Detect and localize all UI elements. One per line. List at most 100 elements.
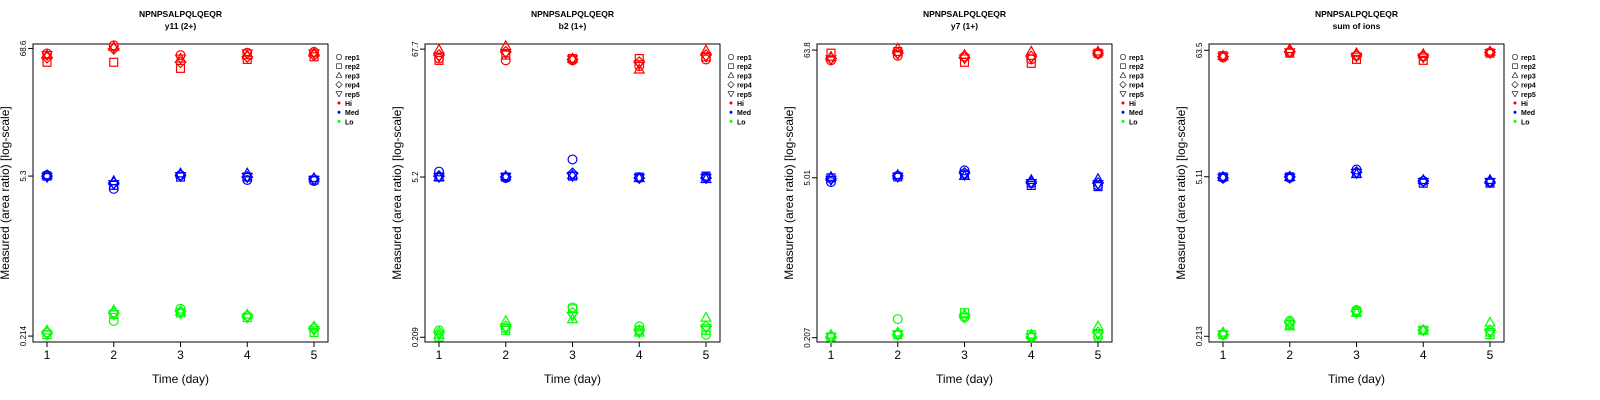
data-point-med-rep3-day4 <box>241 167 254 178</box>
data-point-hi-rep5-day5 <box>700 52 712 64</box>
legend-label-med: Med <box>1521 110 1535 117</box>
data-point-med-rep4-day3 <box>566 167 579 180</box>
legend-marker-rep2 <box>1120 63 1126 69</box>
legend-label-rep1: rep1 <box>737 55 752 62</box>
y-tick-label: 0.207 <box>803 327 812 348</box>
chart-panel-4: NPNPSALPQLQEQR sum of ions Measured (area … <box>1174 9 1536 386</box>
legend-label-rep2: rep2 <box>1129 64 1144 71</box>
legend-dot-lo <box>729 119 733 123</box>
chart-panel-2: NPNPSALPQLQEQR b2 (1+) Measured (area rati… <box>390 9 752 386</box>
data-point-med-rep5-day1 <box>825 175 837 187</box>
legend-marker-rep5 <box>1511 91 1519 98</box>
data-point-hi-rep1-day4 <box>242 47 253 58</box>
data-point-hi-rep5-day1 <box>41 51 53 62</box>
legend-marker-rep2 <box>728 63 734 69</box>
data-point-hi-rep2-day4 <box>634 54 644 64</box>
data-point-lo-rep5-day4 <box>1025 332 1038 344</box>
legend-label-rep3: rep3 <box>1521 73 1536 80</box>
legend-label-med: Med <box>345 110 359 117</box>
data-point-hi-rep5-day3 <box>1350 52 1363 63</box>
x-tick-label: 5 <box>1095 348 1102 362</box>
data-point-hi-rep5-day3 <box>958 54 971 65</box>
legend-label-rep4: rep4 <box>1129 83 1144 90</box>
legend-marker-rep1 <box>1512 54 1518 60</box>
data-point-hi-rep5-day4 <box>241 49 254 60</box>
data-point-hi-rep5-day5 <box>1484 49 1496 60</box>
data-point-lo-rep3-day3 <box>566 312 579 324</box>
legend-label-rep5: rep5 <box>1129 92 1144 99</box>
plot-area <box>816 43 1113 343</box>
y-axis-label: Measured (area ratio) [log-scale] <box>1174 106 1188 279</box>
legend-label-rep4: rep4 <box>345 83 360 90</box>
data-point-hi-rep2-day2 <box>109 57 119 67</box>
legend-label-rep3: rep3 <box>737 73 752 80</box>
x-axis-label: Time (day) <box>1328 372 1385 386</box>
x-tick-label: 3 <box>177 348 184 362</box>
data-point-med-rep5-day3 <box>958 170 971 182</box>
data-point-med-rep1-day3 <box>567 154 578 165</box>
data-point-hi-rep2-day4 <box>1026 58 1036 68</box>
legend-dot-med <box>337 110 341 114</box>
data-point-med-rep5-day4 <box>1025 179 1038 190</box>
chart-subtitle: y11 (2+) <box>165 21 197 31</box>
legend-marker-rep2 <box>336 63 342 69</box>
data-point-hi-rep2-day1 <box>826 48 836 58</box>
legend-marker-rep3 <box>1119 71 1127 78</box>
data-point-lo-rep4-day3 <box>566 306 579 320</box>
data-point-lo-rep3-day2 <box>499 314 512 326</box>
data-point-lo-rep3-day5 <box>700 311 712 322</box>
y-axis-label: Measured (area ratio) [log-scale] <box>390 106 404 279</box>
legend: rep1 rep2 rep3 rep4 rep5 Hi Med Lo <box>335 54 360 126</box>
data-point-lo-rep5-day4 <box>633 328 646 339</box>
data-point-hi-rep3-day2 <box>499 39 512 51</box>
legend-dot-hi <box>337 101 341 105</box>
data-point-hi-rep5-day2 <box>1283 48 1296 59</box>
legend-marker-rep1 <box>336 54 342 60</box>
x-tick-label: 2 <box>1286 348 1293 362</box>
plot-area <box>424 43 721 343</box>
data-point-hi-rep3-day3 <box>174 52 187 63</box>
plot-area <box>32 43 329 343</box>
legend-label-hi: Hi <box>1129 101 1136 108</box>
y-tick-label: 5.2 <box>411 171 420 183</box>
chart-title: NPNPSALPQLQEQR <box>139 9 222 19</box>
x-tick-label: 1 <box>828 348 835 362</box>
data-point-lo-rep5-day5 <box>1092 330 1104 341</box>
data-point-lo-rep3-day3 <box>174 305 187 316</box>
data-point-hi-rep1-day2 <box>500 55 511 66</box>
data-point-lo-rep5-day1 <box>41 330 53 341</box>
data-point-med-rep3-day4 <box>633 171 646 183</box>
chart-title: NPNPSALPQLQEQR <box>923 9 1006 19</box>
x-tick-label: 3 <box>1353 348 1360 362</box>
data-point-hi-rep3-day1 <box>1217 49 1229 60</box>
data-point-med-rep5-day4 <box>241 172 254 184</box>
legend-dot-hi <box>1121 101 1125 105</box>
legend-label-hi: Hi <box>345 101 352 108</box>
legend-label-lo: Lo <box>1521 119 1530 126</box>
data-point-med-rep3-day5 <box>1092 172 1104 184</box>
y-tick-label: 0.213 <box>1195 326 1204 347</box>
y-tick-label: 5.3 <box>19 170 28 182</box>
legend-label-rep1: rep1 <box>1521 55 1536 62</box>
data-point-med-rep5-day4 <box>633 173 646 185</box>
data-point-med-rep5-day2 <box>891 172 904 184</box>
data-point-med-rep1-day1 <box>434 166 445 177</box>
legend: rep1 rep2 rep3 rep4 rep5 Hi Med Lo <box>727 54 752 126</box>
data-point-hi-rep4-day4 <box>241 50 254 63</box>
data-point-med-rep3-day4 <box>1417 173 1430 185</box>
x-tick-label: 2 <box>502 348 509 362</box>
data-point-med-rep5-day3 <box>1350 168 1363 180</box>
x-tick-label: 4 <box>636 348 643 362</box>
legend-marker-rep1 <box>728 54 734 60</box>
x-tick-label: 4 <box>244 348 251 362</box>
data-point-lo-rep5-day2 <box>891 330 904 341</box>
data-point-hi-rep5-day1 <box>1217 52 1229 63</box>
data-point-lo-rep1-day2 <box>892 314 903 325</box>
data-point-hi-rep3-day3 <box>566 52 579 63</box>
y-tick-label: 5.11 <box>1195 169 1204 185</box>
legend-label-med: Med <box>1129 110 1143 117</box>
legend-label-lo: Lo <box>345 119 354 126</box>
data-point-lo-rep5-day5 <box>308 326 320 337</box>
legend-dot-lo <box>1121 119 1125 123</box>
y-axis-label: Measured (area ratio) [log-scale] <box>0 106 12 279</box>
